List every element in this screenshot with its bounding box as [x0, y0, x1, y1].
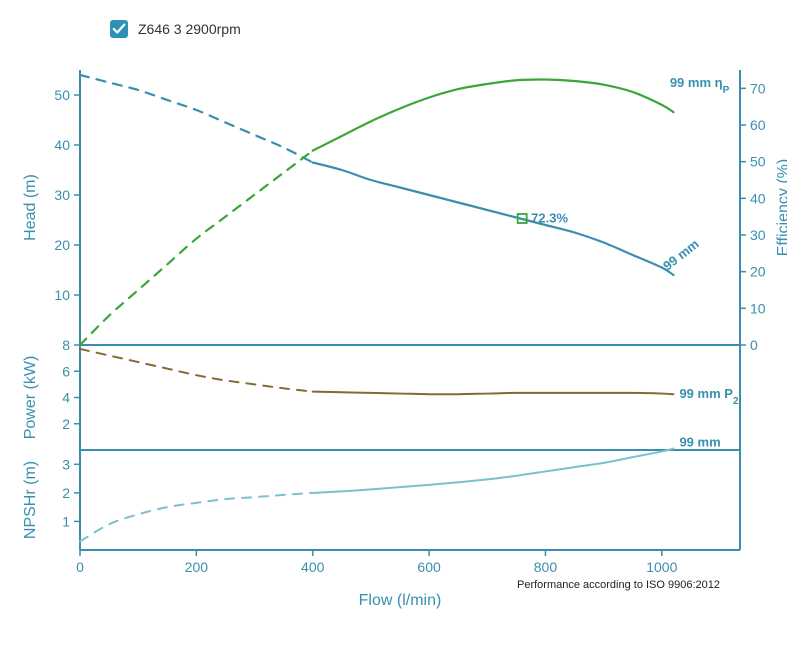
x-tick-label: 400 [301, 559, 325, 575]
efficiency-curve-dashed [80, 151, 313, 345]
legend-checkbox[interactable] [110, 20, 128, 38]
head-series-label: 99 mm [660, 236, 702, 273]
head-curve-solid [313, 163, 674, 276]
power-curve-dashed [80, 349, 313, 392]
power-series-label: 99 mm P2 [679, 386, 738, 407]
efficiency-curve-solid [313, 79, 674, 150]
eff-tick-label: 30 [750, 227, 766, 243]
npsh-axis-label: NPSHr (m) [22, 461, 39, 539]
npsh-curve-dashed [80, 493, 313, 542]
pump-curve-chart: Z646 3 2900rpm 02004006008001000Flow (l/… [0, 0, 787, 656]
eff-tick-label: 0 [750, 337, 758, 353]
power-tick-label: 4 [62, 390, 70, 406]
x-axis-label: Flow (l/min) [359, 592, 442, 609]
npsh-series-label: 99 mm [679, 435, 720, 450]
power-axis-label: Power (kW) [22, 356, 39, 440]
chart-svg: 02004006008001000Flow (l/min)1020304050H… [0, 50, 787, 656]
eff-tick-label: 10 [750, 300, 766, 316]
x-tick-label: 800 [534, 559, 558, 575]
power-tick-label: 2 [62, 416, 70, 432]
eff-tick-label: 70 [750, 80, 766, 96]
power-tick-label: 8 [62, 337, 70, 353]
head-tick-label: 30 [54, 187, 70, 203]
legend-label: Z646 3 2900rpm [138, 21, 241, 37]
footer-note: Performance according to ISO 9906:2012 [517, 579, 720, 591]
head-curve-dashed [80, 75, 313, 163]
power-tick-label: 6 [62, 363, 70, 379]
npsh-curve-solid [313, 449, 674, 493]
x-tick-label: 0 [76, 559, 84, 575]
head-tick-label: 40 [54, 137, 70, 153]
head-axis-label: Head (m) [22, 174, 39, 241]
eff-tick-label: 20 [750, 264, 766, 280]
npsh-tick-label: 1 [62, 513, 70, 529]
npsh-tick-label: 3 [62, 456, 70, 472]
eff-tick-label: 40 [750, 190, 766, 206]
head-tick-label: 50 [54, 87, 70, 103]
operating-point-label: 72.3% [531, 211, 568, 226]
eff-tick-label: 50 [750, 154, 766, 170]
x-tick-label: 600 [417, 559, 441, 575]
x-tick-label: 1000 [646, 559, 677, 575]
power-curve-solid [313, 392, 674, 395]
efficiency-series-label: 99 mm ηP [670, 75, 730, 96]
eff-tick-label: 60 [750, 117, 766, 133]
series-legend-item[interactable]: Z646 3 2900rpm [110, 20, 241, 38]
head-tick-label: 10 [54, 287, 70, 303]
eff-axis-label: Efficiency (%) [775, 159, 787, 257]
npsh-tick-label: 2 [62, 485, 70, 501]
check-icon [112, 22, 126, 36]
head-tick-label: 20 [54, 237, 70, 253]
x-tick-label: 200 [185, 559, 209, 575]
